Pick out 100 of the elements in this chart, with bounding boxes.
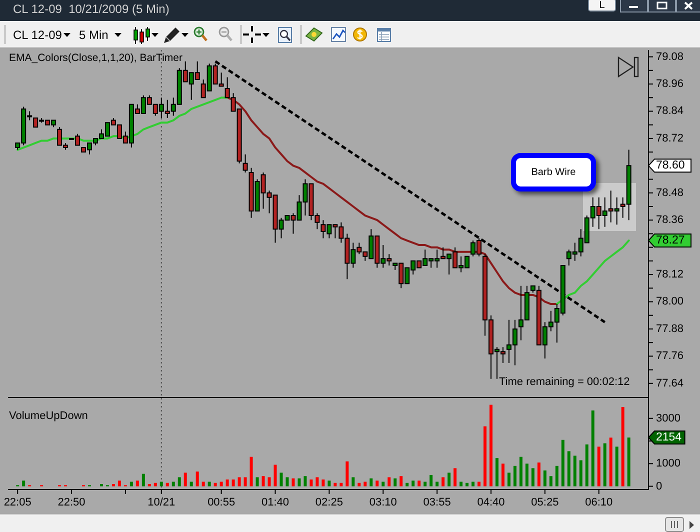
y-tick-label: 79.08 bbox=[656, 50, 684, 63]
y-tick-label: 77.76 bbox=[656, 350, 684, 362]
bar bbox=[627, 438, 630, 486]
bar bbox=[394, 478, 397, 486]
annotation: 78.27 bbox=[656, 234, 685, 247]
x-tick-label: 05:25 bbox=[531, 496, 559, 508]
bar bbox=[262, 476, 265, 486]
bar bbox=[304, 476, 307, 486]
bar bbox=[436, 482, 439, 486]
y-tick-label: 77.64 bbox=[656, 377, 684, 390]
bar bbox=[142, 474, 145, 486]
bar bbox=[615, 446, 618, 486]
bar bbox=[178, 477, 181, 486]
bar bbox=[400, 476, 403, 486]
bar bbox=[298, 478, 301, 486]
bar bbox=[561, 440, 564, 486]
bar bbox=[328, 480, 331, 486]
bar bbox=[603, 443, 606, 486]
bar bbox=[286, 477, 289, 486]
bar bbox=[555, 466, 558, 486]
bar bbox=[442, 477, 445, 486]
bar bbox=[382, 482, 385, 486]
bar bbox=[136, 480, 139, 486]
bar bbox=[519, 456, 522, 486]
bar bbox=[160, 482, 163, 486]
bar bbox=[376, 480, 379, 486]
y-tick-label: 78.84 bbox=[656, 105, 684, 118]
bar bbox=[466, 482, 469, 486]
x-tick-label: 03:10 bbox=[369, 496, 397, 508]
bar bbox=[513, 466, 516, 486]
bar bbox=[244, 477, 247, 486]
bar bbox=[292, 478, 295, 486]
text: CL 12-09 bbox=[13, 28, 62, 42]
bar bbox=[507, 472, 510, 486]
y-tick-label: 78.00 bbox=[656, 296, 684, 308]
bar bbox=[531, 468, 534, 486]
bar bbox=[256, 477, 259, 486]
y-tick-label: 3000 bbox=[656, 412, 680, 424]
bar bbox=[22, 480, 26, 486]
bar bbox=[430, 474, 433, 486]
bar bbox=[621, 407, 624, 486]
bar bbox=[460, 482, 463, 486]
bar bbox=[478, 482, 481, 486]
y-tick-label: 78.48 bbox=[656, 186, 684, 199]
bar bbox=[316, 477, 319, 486]
bar bbox=[334, 482, 337, 486]
bar bbox=[472, 482, 475, 486]
bar bbox=[609, 438, 612, 486]
bar bbox=[585, 444, 588, 486]
bar bbox=[226, 479, 229, 486]
y-tick-label: 78.12 bbox=[656, 268, 684, 281]
bar bbox=[418, 480, 421, 486]
bar bbox=[214, 482, 217, 486]
annotation: EMA_Colors(Close,1,1,20), BarTimer bbox=[9, 52, 183, 64]
bar bbox=[370, 478, 373, 486]
bar bbox=[268, 477, 271, 486]
bar bbox=[567, 451, 570, 486]
bar bbox=[364, 482, 367, 486]
text: L bbox=[599, 0, 606, 11]
bar bbox=[184, 472, 187, 486]
bar bbox=[388, 477, 391, 486]
bar bbox=[322, 479, 325, 486]
y-tick-label: 78.72 bbox=[656, 132, 684, 144]
x-tick-label: 00:55 bbox=[208, 496, 236, 508]
bar bbox=[549, 476, 552, 486]
y-tick-label: 78.96 bbox=[656, 78, 684, 90]
y-tick-label: 77.88 bbox=[656, 322, 684, 335]
bar bbox=[448, 472, 451, 486]
bar bbox=[196, 472, 199, 486]
x-tick-label: 10/21 bbox=[148, 496, 176, 508]
annotation: Barb Wire bbox=[531, 166, 576, 178]
bar bbox=[274, 464, 277, 486]
bar bbox=[118, 480, 121, 486]
bar bbox=[543, 470, 546, 486]
bar bbox=[208, 482, 211, 486]
bar bbox=[166, 482, 169, 486]
x-tick-label: 22:05 bbox=[4, 496, 32, 508]
bar bbox=[154, 482, 157, 486]
bar bbox=[489, 404, 492, 486]
x-tick-label: 06:10 bbox=[585, 496, 613, 508]
x-tick-label: 01:40 bbox=[262, 496, 290, 508]
bar bbox=[340, 482, 343, 486]
x-tick-label: 03:55 bbox=[423, 496, 451, 508]
bar bbox=[424, 482, 427, 486]
chart-title: CL 12-09 10/21/2009 (5 Min) bbox=[13, 2, 170, 16]
bar bbox=[406, 482, 409, 486]
bar bbox=[352, 477, 355, 486]
bar bbox=[454, 468, 457, 486]
bar bbox=[220, 482, 223, 486]
bar bbox=[190, 482, 193, 486]
bar bbox=[310, 479, 313, 486]
text: 5 Min bbox=[79, 28, 108, 42]
bar bbox=[573, 456, 576, 486]
bar bbox=[537, 462, 540, 486]
bar bbox=[232, 479, 235, 486]
bar bbox=[130, 482, 133, 486]
bar bbox=[484, 426, 487, 486]
y-tick-label: 1000 bbox=[656, 458, 680, 470]
x-tick-label: 22:50 bbox=[58, 496, 86, 508]
bar bbox=[238, 477, 241, 486]
